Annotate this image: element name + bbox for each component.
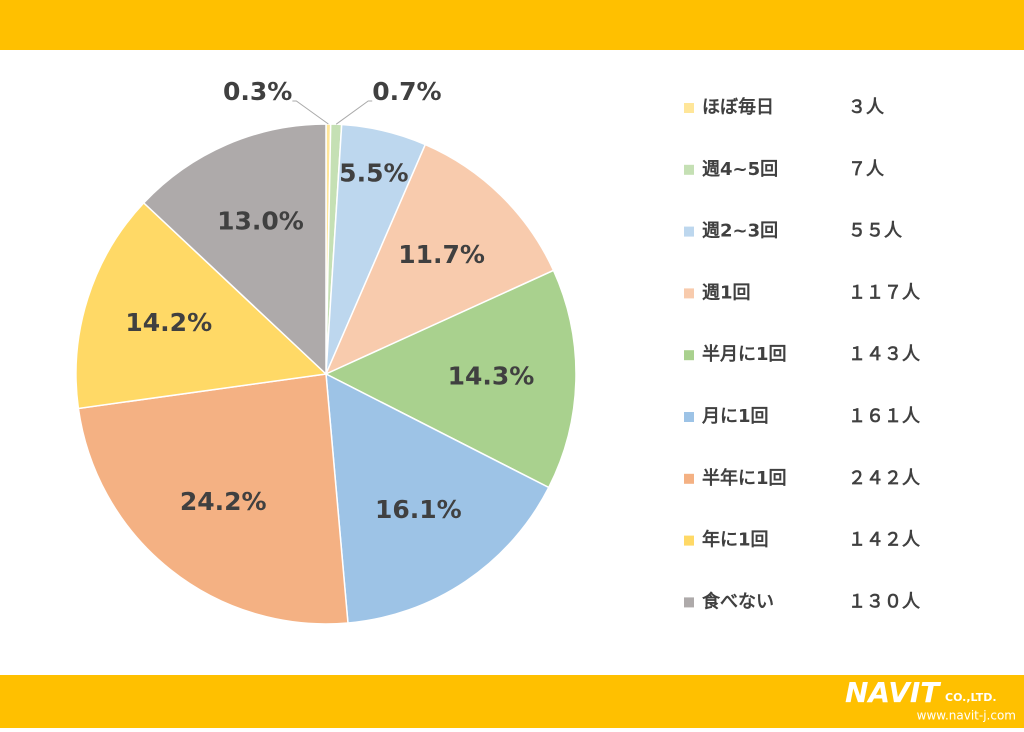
url: www.navit-j.com: [917, 709, 1016, 723]
logo: NAVIT: [845, 676, 941, 709]
legend-label: 週2~3回: [702, 221, 778, 242]
value-label: 16.1%: [375, 495, 462, 524]
legend-count: １４２人: [848, 530, 921, 551]
value-label: 0.7%: [372, 77, 441, 106]
company: CO.,LTD.: [945, 691, 997, 704]
pie: [75, 123, 577, 625]
legend-label: 半年に1回: [702, 467, 787, 489]
labels: 0.3% 0.7% 5.5% 11.7% 14.3% 16.1% 24.2% 14.2% 13.…: [125, 77, 534, 524]
legend-count: １３０人: [848, 591, 921, 612]
legend-swatch: [684, 103, 694, 113]
value-label: 11.7%: [398, 240, 485, 269]
legend-count: １６１人: [848, 406, 921, 427]
legend-swatch: [684, 226, 694, 237]
top-band: [0, 0, 1024, 50]
value-label: 24.2%: [180, 487, 267, 516]
value-label: 13.0%: [217, 207, 304, 236]
value-label: 14.3%: [448, 362, 535, 391]
legend-swatch: [684, 288, 694, 299]
legend-count: ５５人: [848, 221, 903, 242]
legend-label: 年に1回: [702, 529, 769, 551]
legend-label: ほぼ毎日: [702, 96, 774, 118]
slice: [77, 373, 349, 625]
legend-count: １１７人: [848, 282, 921, 303]
legend-swatch: [684, 597, 694, 608]
legend-label: 週1回: [702, 282, 751, 303]
legend-label: 半月に1回: [702, 343, 787, 365]
value-label: 14.2%: [125, 308, 212, 337]
slice: [324, 269, 577, 489]
bottom-band: [0, 675, 1024, 728]
legend-label: 月に1回: [701, 406, 769, 427]
legend-count: １４３人: [848, 344, 921, 365]
leader-line: [292, 100, 329, 125]
value-label: 0.3%: [223, 77, 292, 106]
slice: [324, 143, 555, 376]
slice: [75, 201, 328, 410]
legend-swatch: [684, 350, 694, 361]
legend-count: ２４２人: [848, 468, 921, 489]
legend-label: 食べない: [701, 590, 774, 612]
legend-swatch: [684, 473, 694, 484]
slice: [325, 372, 550, 624]
legend-label: 週4~5回: [702, 159, 778, 180]
slice: [142, 123, 327, 376]
legend-swatch: [684, 164, 694, 175]
legend-count: ７人: [848, 159, 885, 180]
value-label: 5.5%: [339, 159, 408, 188]
leader-line: [335, 100, 373, 125]
legend-count: ３人: [848, 97, 885, 118]
legend-swatch: [684, 535, 694, 546]
legend-swatch: [684, 412, 694, 422]
